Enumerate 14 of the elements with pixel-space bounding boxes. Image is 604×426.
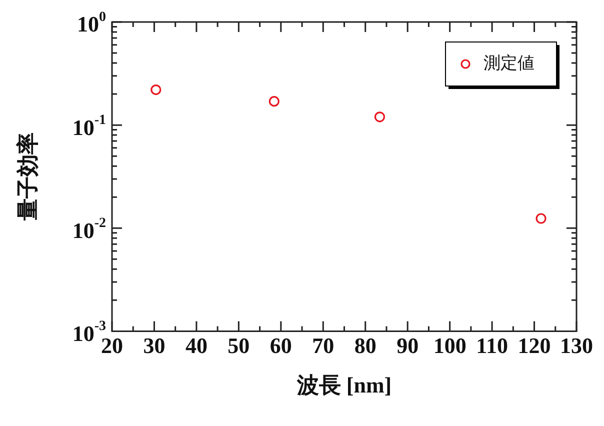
x-tick-label: 30	[143, 333, 166, 358]
x-axis-title: 波長 [nm]	[296, 372, 392, 398]
x-tick-label: 120	[518, 333, 551, 358]
x-tick-label: 90	[396, 333, 419, 358]
x-tick-label: 100	[433, 333, 466, 358]
x-tick-label: 80	[354, 333, 376, 358]
x-tick-label: 60	[270, 333, 292, 358]
x-tick-label: 50	[228, 333, 250, 358]
x-tick-label: 40	[185, 333, 208, 358]
x-tick-label: 70	[312, 333, 334, 358]
x-tick-label: 110	[476, 333, 508, 358]
x-tick-label: 130	[560, 333, 593, 358]
y-axis-title: 量子効率	[14, 132, 40, 222]
legend-label: 測定値	[484, 53, 534, 72]
